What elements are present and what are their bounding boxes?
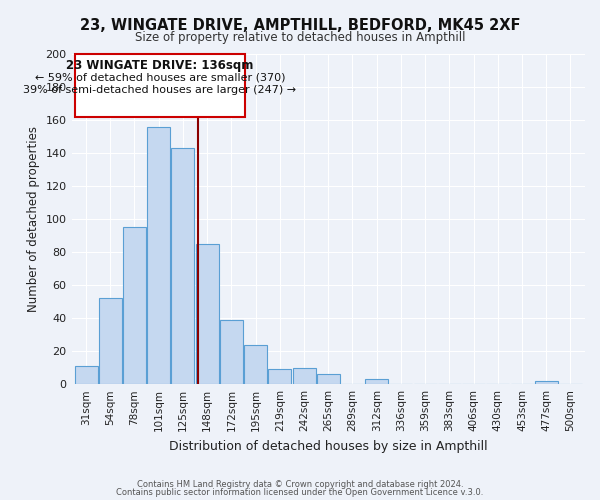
Bar [147,126,170,384]
Bar [244,344,267,384]
Bar [317,374,340,384]
Bar [268,370,292,384]
FancyBboxPatch shape [75,54,245,116]
Bar [293,368,316,384]
Bar [220,320,243,384]
Text: 23 WINGATE DRIVE: 136sqm: 23 WINGATE DRIVE: 136sqm [66,59,254,72]
Bar [535,381,558,384]
Y-axis label: Number of detached properties: Number of detached properties [27,126,40,312]
Bar [99,298,122,384]
Bar [365,379,388,384]
Text: ← 59% of detached houses are smaller (370): ← 59% of detached houses are smaller (37… [35,72,285,82]
Text: Contains public sector information licensed under the Open Government Licence v.: Contains public sector information licen… [116,488,484,497]
Text: Contains HM Land Registry data © Crown copyright and database right 2024.: Contains HM Land Registry data © Crown c… [137,480,463,489]
X-axis label: Distribution of detached houses by size in Ampthill: Distribution of detached houses by size … [169,440,488,452]
Text: 39% of semi-detached houses are larger (247) →: 39% of semi-detached houses are larger (… [23,86,296,96]
Text: 23, WINGATE DRIVE, AMPTHILL, BEDFORD, MK45 2XF: 23, WINGATE DRIVE, AMPTHILL, BEDFORD, MK… [80,18,520,32]
Bar [74,366,98,384]
Bar [196,244,218,384]
Bar [123,228,146,384]
Text: Size of property relative to detached houses in Ampthill: Size of property relative to detached ho… [135,32,465,44]
Bar [172,148,194,384]
